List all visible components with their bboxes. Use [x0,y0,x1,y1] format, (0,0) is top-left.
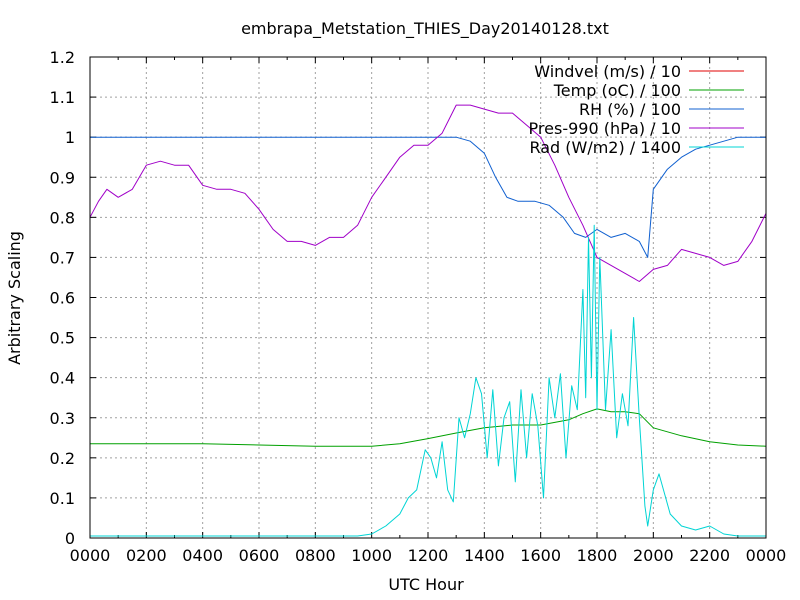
series-line-4 [90,224,766,537]
y-tick-label: 0.9 [50,168,75,187]
x-tick-label: 2000 [633,546,674,565]
series-line-2 [90,136,766,258]
x-tick-label: 0200 [126,546,167,565]
y-tick-label: 0.4 [50,369,75,388]
chart-title: embrapa_Metstation_THIES_Day20140128.txt [241,19,609,39]
y-tick-label: 1.1 [50,88,75,107]
y-tick-label: 0.3 [50,409,75,428]
y-tick-label: 0.7 [50,248,75,267]
x-tick-label: 1600 [520,546,561,565]
x-tick-label: 1200 [408,546,449,565]
y-tick-label: 0.8 [50,208,75,227]
x-tick-label: 1400 [464,546,505,565]
y-axis-label: Arbitrary Scaling [5,231,24,365]
x-tick-label: 0000 [746,546,787,565]
x-axis-label: UTC Hour [388,575,464,594]
y-ticks: 0 0.1 0.2 0.3 0.4 0.5 0.6 0.7 0.8 0.9 1 1.1 1.2 [50,48,766,548]
x-tick-label: 0000 [70,546,111,565]
y-tick-label: 1 [65,128,75,147]
legend-label-4: Rad (W/m2) / 1400 [529,138,681,157]
x-ticks: 0000 0200 0400 0600 0800 1000 1200 1400 1600 1800… [70,57,787,565]
legend-label-3: Pres-990 (hPa) / 10 [529,119,681,138]
x-tick-label: 1800 [577,546,618,565]
x-tick-label: 0400 [182,546,223,565]
legend-label-2: RH (%) / 100 [579,100,681,119]
y-tick-label: 0.6 [50,289,75,308]
series-line-3 [89,104,767,282]
legend-label-1: Temp (oC) / 100 [553,81,681,100]
y-tick-label: 0.1 [50,489,75,508]
y-tick-label: 1.2 [50,48,75,67]
y-tick-label: 0.2 [50,449,75,468]
plot-frame [89,56,767,539]
legend-label-0: Windvel (m/s) / 10 [534,62,681,81]
series-lines [89,104,767,537]
y-tick-label: 0.5 [50,329,75,348]
x-tick-label: 0800 [295,546,336,565]
x-tick-label: 0600 [239,546,280,565]
y-tick-label: 0 [65,529,75,548]
x-tick-label: 2200 [689,546,730,565]
series-line-1 [90,408,767,447]
x-tick-label: 1000 [351,546,392,565]
